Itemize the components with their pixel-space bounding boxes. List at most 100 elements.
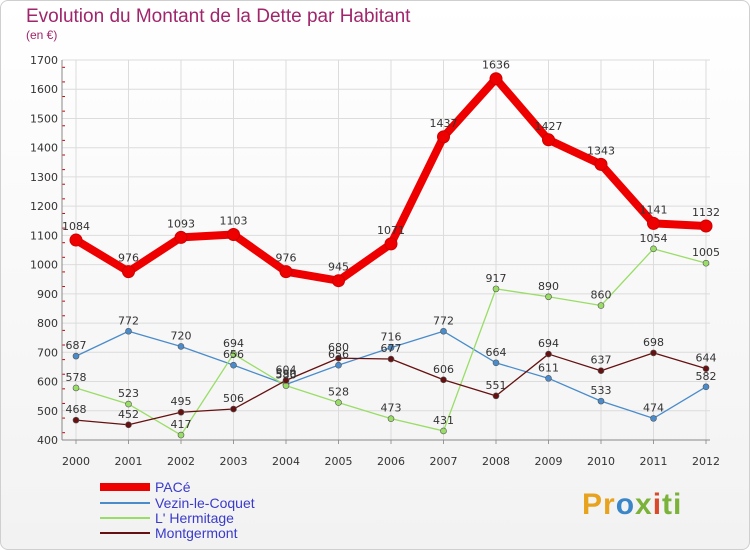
- data-point: [332, 274, 345, 288]
- data-point: [177, 343, 185, 350]
- y-tick-label: 900: [37, 288, 58, 301]
- y-tick-label: 700: [37, 346, 58, 359]
- x-tick-label: 2003: [220, 455, 248, 468]
- data-label: 1054: [640, 232, 668, 245]
- data-label: 656: [223, 348, 244, 361]
- data-label: 698: [643, 336, 664, 349]
- data-point: [650, 415, 657, 422]
- data-point: [384, 237, 398, 251]
- data-label: 1132: [692, 206, 720, 219]
- data-point: [650, 245, 657, 253]
- data-point: [174, 230, 188, 244]
- data-point: [125, 421, 132, 429]
- data-label: 1093: [167, 217, 195, 230]
- data-label: 656: [328, 348, 349, 361]
- data-label: 890: [538, 280, 559, 293]
- data-point: [122, 265, 135, 279]
- data-point: [69, 233, 83, 247]
- data-label: 694: [223, 337, 244, 350]
- x-tick-label: 2006: [377, 455, 405, 468]
- data-label: 506: [223, 392, 244, 405]
- data-label: 1071: [377, 224, 405, 237]
- data-label: 474: [643, 401, 664, 414]
- proxiti-logo: Proxiti: [582, 488, 682, 522]
- data-point: [492, 392, 500, 400]
- data-labels-layer: 1084 976 1093 1103 976 945 1071 1437 1636 1427 134…: [62, 59, 720, 431]
- data-label: 677: [381, 342, 402, 355]
- legend-label: L' Hermitage: [155, 510, 234, 526]
- data-label: 586: [276, 369, 297, 382]
- data-label: 604: [276, 363, 297, 376]
- data-label: 473: [381, 402, 402, 415]
- data-point: [177, 408, 185, 416]
- data-point: [440, 376, 447, 384]
- data-label: 1636: [482, 59, 510, 72]
- data-point: [72, 384, 80, 392]
- x-tick-label: 2000: [62, 455, 90, 468]
- data-point: [335, 354, 342, 362]
- data-label: 1084: [62, 220, 90, 233]
- data-label: 1103: [220, 215, 248, 228]
- data-point: [650, 349, 657, 357]
- data-point: [489, 72, 503, 86]
- data-point: [72, 416, 80, 424]
- data-point: [282, 377, 290, 384]
- x-tick-label: 2012: [692, 455, 720, 468]
- y-tick-label: 800: [37, 317, 58, 330]
- y-tick-label: 1000: [30, 259, 58, 272]
- data-point: [387, 415, 395, 422]
- data-point: [437, 130, 450, 144]
- data-label: 917: [486, 272, 507, 285]
- data-label: 431: [433, 414, 454, 427]
- x-tick-label: 2010: [587, 455, 615, 468]
- data-label: 976: [118, 252, 139, 265]
- data-label: 1427: [535, 120, 563, 133]
- y-tick-label: 500: [37, 405, 58, 418]
- x-tick-label: 2005: [325, 455, 353, 468]
- data-point: [440, 327, 447, 335]
- axis-layer: 400 500 600 700 800 900 1000 1100 1200 1300 1400 15…: [30, 54, 720, 468]
- data-point: [545, 293, 552, 301]
- data-label: 1437: [430, 117, 458, 130]
- data-label: 945: [328, 261, 349, 274]
- legend-label: PACé: [155, 479, 191, 495]
- data-label: 578: [66, 371, 87, 384]
- data-point: [125, 400, 132, 408]
- data-label: 1343: [587, 144, 615, 157]
- data-point: [545, 375, 552, 382]
- data-label: 772: [118, 314, 139, 327]
- series-layer: [69, 72, 713, 439]
- data-point: [702, 259, 710, 267]
- data-label: 664: [486, 346, 507, 359]
- x-tick-label: 2002: [167, 455, 195, 468]
- logo-part: x: [635, 488, 653, 521]
- data-point: [440, 427, 447, 435]
- data-point: [387, 344, 395, 351]
- data-label: 582: [696, 370, 717, 383]
- data-point: [387, 355, 395, 363]
- data-label: 644: [696, 352, 717, 365]
- data-label: 860: [591, 289, 612, 302]
- x-tick-label: 2009: [535, 455, 563, 468]
- y-tick-label: 1600: [30, 83, 58, 96]
- data-label: 1005: [692, 246, 720, 259]
- data-point: [702, 383, 710, 391]
- logo-part: o: [615, 488, 636, 521]
- y-tick-label: 1400: [30, 142, 58, 155]
- data-label: 1141: [640, 203, 668, 216]
- logo-part: Pr: [582, 488, 616, 521]
- data-label: 976: [276, 252, 297, 265]
- data-point: [699, 219, 713, 233]
- x-tick-label: 2011: [640, 455, 668, 468]
- legend-label: Vezin-le-Coquet: [155, 495, 255, 511]
- data-point: [492, 359, 500, 367]
- data-label: 495: [171, 395, 192, 408]
- y-tick-label: 1100: [30, 229, 58, 242]
- y-tick-label: 600: [37, 376, 58, 389]
- x-tick-label: 2007: [430, 455, 458, 468]
- y-tick-label: 1700: [30, 54, 58, 67]
- logo-part: ti: [662, 488, 683, 521]
- data-point: [594, 157, 608, 171]
- data-point: [72, 352, 80, 360]
